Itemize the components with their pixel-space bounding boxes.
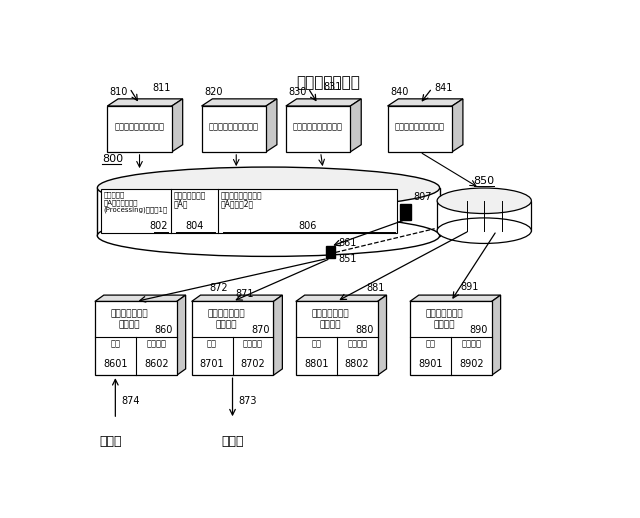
Text: 861: 861: [338, 238, 356, 249]
Bar: [388, 106, 452, 152]
Text: 811: 811: [152, 83, 170, 93]
Text: 804: 804: [185, 221, 204, 231]
Text: 860: 860: [154, 325, 173, 335]
Bar: [95, 301, 177, 375]
Bar: [97, 188, 440, 236]
Text: 8601: 8601: [103, 359, 127, 369]
Text: アウトバウンド
ハンドラ: アウトバウンド ハンドラ: [311, 309, 349, 329]
Text: 872: 872: [209, 283, 228, 294]
Polygon shape: [378, 295, 387, 375]
Text: 配信: 配信: [207, 339, 217, 348]
Text: 890: 890: [469, 325, 488, 335]
Text: 870: 870: [251, 325, 269, 335]
Text: 830: 830: [288, 87, 307, 97]
Text: 8802: 8802: [345, 359, 369, 369]
Text: 8902: 8902: [459, 359, 484, 369]
Text: 851: 851: [338, 254, 356, 264]
Polygon shape: [452, 99, 463, 152]
Polygon shape: [95, 295, 186, 301]
Text: 850: 850: [474, 176, 495, 185]
Text: 802: 802: [150, 221, 168, 231]
Text: 820: 820: [204, 87, 223, 97]
Text: 肯定応答: 肯定応答: [147, 339, 166, 348]
Polygon shape: [350, 99, 361, 152]
Text: 881: 881: [367, 283, 385, 294]
Text: アウトバウンド
ハンドラ: アウトバウンド ハンドラ: [111, 309, 148, 329]
Text: 受け手: 受け手: [99, 435, 122, 448]
Text: 807: 807: [413, 192, 432, 202]
Text: 配信: 配信: [311, 339, 321, 348]
Ellipse shape: [97, 167, 440, 209]
Polygon shape: [296, 295, 387, 301]
Text: ステータス: ステータス: [103, 192, 125, 198]
Polygon shape: [286, 99, 361, 106]
Text: 840: 840: [390, 87, 408, 97]
Text: 841: 841: [435, 83, 453, 93]
Text: アウトバウンド
ハンドラ: アウトバウンド ハンドラ: [207, 309, 244, 329]
Text: 871: 871: [235, 290, 253, 299]
Text: 800: 800: [102, 154, 124, 164]
Polygon shape: [410, 295, 500, 301]
Text: 874: 874: [122, 396, 140, 406]
Text: 891: 891: [461, 281, 479, 292]
Text: (Processing)」、「1」: (Processing)」、「1」: [103, 206, 168, 213]
Bar: [202, 106, 266, 152]
Bar: [437, 201, 531, 231]
Text: インバウンドハンドラ: インバウンドハンドラ: [209, 122, 259, 132]
Bar: [296, 301, 378, 375]
Bar: [410, 301, 492, 375]
Bar: [286, 106, 350, 152]
Text: 831: 831: [323, 82, 341, 92]
Polygon shape: [492, 295, 500, 375]
Ellipse shape: [437, 188, 531, 213]
Polygon shape: [202, 99, 277, 106]
Polygon shape: [108, 99, 182, 106]
Text: 「A」: 「A」: [173, 199, 188, 208]
Text: 8602: 8602: [144, 359, 168, 369]
Bar: [108, 106, 172, 152]
Polygon shape: [172, 99, 182, 152]
Text: 8702: 8702: [241, 359, 266, 369]
Polygon shape: [191, 295, 282, 301]
Text: 810: 810: [110, 87, 128, 97]
Polygon shape: [177, 295, 186, 375]
Text: インバウンドハンドラ: インバウンドハンドラ: [395, 122, 445, 132]
Ellipse shape: [437, 218, 531, 243]
Polygon shape: [273, 295, 282, 375]
Text: 受け手: 受け手: [221, 435, 244, 448]
Text: 8701: 8701: [200, 359, 225, 369]
Text: 配信: 配信: [426, 339, 435, 348]
Text: 873: 873: [239, 396, 257, 406]
Text: 着信メッセージ: 着信メッセージ: [296, 75, 360, 90]
Bar: [191, 301, 273, 375]
Text: 「A」、「処理中: 「A」、「処理中: [103, 199, 138, 206]
Text: 806: 806: [298, 221, 317, 231]
Bar: [400, 204, 411, 220]
Text: 880: 880: [355, 325, 374, 335]
Polygon shape: [388, 99, 463, 106]
Bar: [101, 190, 397, 233]
Text: アウトバウンド
ハンドラ: アウトバウンド ハンドラ: [426, 309, 463, 329]
Text: オーバーフロー領域: オーバーフロー領域: [220, 192, 262, 201]
Bar: [326, 247, 335, 258]
Text: 肯定応答: 肯定応答: [243, 339, 263, 348]
Polygon shape: [266, 99, 277, 152]
Text: ミューテックス: ミューテックス: [173, 192, 205, 201]
Text: インバウンドハンドラ: インバウンドハンドラ: [293, 122, 343, 132]
Text: インバウンドハンドラ: インバウンドハンドラ: [115, 122, 164, 132]
Text: 肯定応答: 肯定応答: [347, 339, 367, 348]
Text: 肯定応答: 肯定応答: [461, 339, 481, 348]
Ellipse shape: [97, 215, 440, 256]
Text: 8901: 8901: [418, 359, 442, 369]
Text: 8801: 8801: [304, 359, 328, 369]
Text: 配信: 配信: [110, 339, 120, 348]
Text: 「A」、「2」: 「A」、「2」: [220, 199, 253, 208]
